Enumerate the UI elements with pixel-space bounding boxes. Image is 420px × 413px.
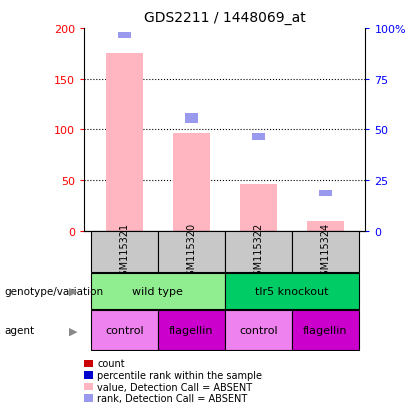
Text: value, Detection Call = ABSENT: value, Detection Call = ABSENT <box>97 382 252 392</box>
Bar <box>91 231 158 273</box>
Bar <box>225 273 359 309</box>
Bar <box>173 134 210 231</box>
Bar <box>185 114 198 124</box>
Bar <box>91 311 158 350</box>
Bar <box>292 311 359 350</box>
Bar <box>158 231 225 273</box>
Text: flagellin: flagellin <box>303 325 347 335</box>
Bar <box>106 54 143 231</box>
Text: genotype/variation: genotype/variation <box>4 286 103 296</box>
Text: rank, Detection Call = ABSENT: rank, Detection Call = ABSENT <box>97 393 248 403</box>
Text: ▶: ▶ <box>69 286 78 296</box>
Text: wild type: wild type <box>132 286 183 296</box>
Text: percentile rank within the sample: percentile rank within the sample <box>97 370 262 380</box>
Bar <box>307 221 344 231</box>
Text: control: control <box>105 325 144 335</box>
Text: agent: agent <box>4 325 34 335</box>
Text: GSM115322: GSM115322 <box>253 222 263 282</box>
Title: GDS2211 / 1448069_at: GDS2211 / 1448069_at <box>144 11 306 25</box>
Bar <box>252 134 265 140</box>
Text: GSM115324: GSM115324 <box>320 223 330 281</box>
Text: GSM115320: GSM115320 <box>186 223 196 281</box>
Text: tlr5 knockout: tlr5 knockout <box>255 286 328 296</box>
Text: ▶: ▶ <box>69 325 78 335</box>
Bar <box>225 231 292 273</box>
Bar <box>118 33 131 39</box>
Bar <box>158 311 225 350</box>
Text: GSM115321: GSM115321 <box>119 223 129 281</box>
Bar <box>319 191 332 197</box>
Bar <box>91 273 225 309</box>
Text: count: count <box>97 358 125 368</box>
Text: flagellin: flagellin <box>169 325 213 335</box>
Bar <box>292 231 359 273</box>
Bar <box>225 311 292 350</box>
Bar <box>240 185 277 231</box>
Text: control: control <box>239 325 278 335</box>
